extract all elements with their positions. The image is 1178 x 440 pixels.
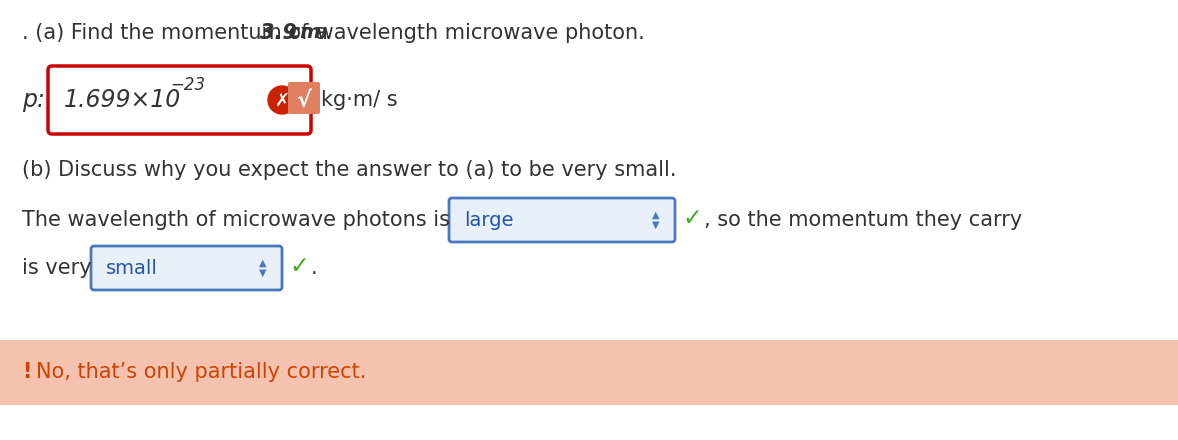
Text: √: √ — [297, 91, 311, 111]
Text: ▼: ▼ — [259, 268, 266, 278]
Text: (b) Discuss why you expect the answer to (a) to be very small.: (b) Discuss why you expect the answer to… — [22, 160, 676, 180]
Text: large: large — [464, 210, 514, 230]
Text: ✓: ✓ — [289, 254, 309, 278]
Text: 1.699×10: 1.699×10 — [64, 88, 181, 112]
FancyBboxPatch shape — [91, 246, 282, 290]
Text: .: . — [311, 258, 318, 278]
Text: , so the momentum they carry: , so the momentum they carry — [704, 210, 1023, 230]
Text: −23: −23 — [170, 76, 205, 94]
Text: wavelength microwave photon.: wavelength microwave photon. — [310, 23, 644, 43]
Circle shape — [269, 86, 296, 114]
Text: ▼: ▼ — [653, 220, 660, 230]
FancyBboxPatch shape — [48, 66, 311, 134]
Text: The wavelength of microwave photons is: The wavelength of microwave photons is — [22, 210, 457, 230]
Text: kg·m/ s: kg·m/ s — [320, 90, 398, 110]
FancyBboxPatch shape — [0, 340, 1178, 405]
Text: cm: cm — [282, 23, 320, 43]
Text: small: small — [106, 258, 158, 278]
Text: !: ! — [22, 363, 32, 382]
FancyBboxPatch shape — [449, 198, 675, 242]
Text: 3.9: 3.9 — [260, 23, 297, 43]
Text: ▲: ▲ — [259, 258, 266, 268]
Text: is very: is very — [22, 258, 98, 278]
Text: . (a) Find the momentum of a: . (a) Find the momentum of a — [22, 23, 335, 43]
Text: No, that’s only partially correct.: No, that’s only partially correct. — [37, 363, 366, 382]
Text: ▲: ▲ — [653, 210, 660, 220]
FancyBboxPatch shape — [287, 82, 320, 114]
Text: p:: p: — [22, 88, 45, 112]
Text: ✗: ✗ — [274, 92, 290, 110]
Text: ✓: ✓ — [682, 206, 702, 230]
